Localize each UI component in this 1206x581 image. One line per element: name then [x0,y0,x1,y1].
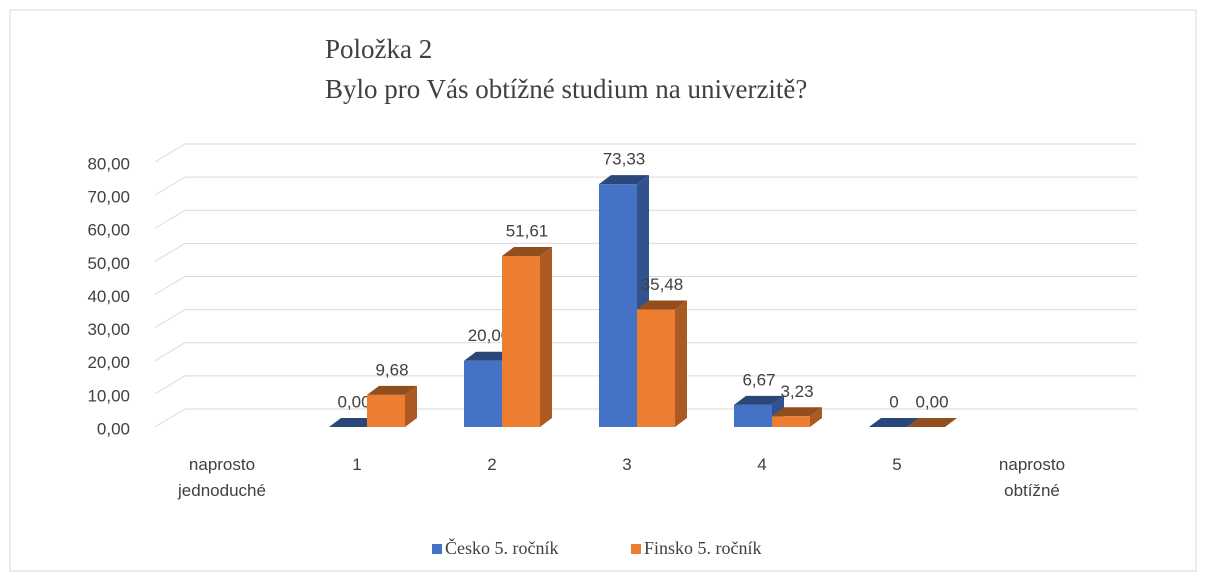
bar-face [329,418,379,427]
y-tick-label: 30,00 [87,320,130,339]
chart-subtitle: Bylo pro Vás obtížné studium na univerzi… [325,74,807,104]
x-tick-label: 3 [622,455,632,474]
grid-line [154,176,1137,196]
data-label: 73,33 [603,150,646,169]
bar-face [502,256,540,427]
data-label: 9,68 [375,360,408,379]
bar-face [675,300,687,427]
bar-face [772,407,822,417]
bar [367,385,417,427]
x-tick-label: 5 [892,455,902,474]
bar [502,247,552,427]
grid-line [154,375,1137,395]
data-label: 0,00 [337,392,370,411]
x-tick-label: naprosto jednoduché [178,455,266,500]
bar-face [502,247,552,257]
bar [869,418,919,427]
x-tick-label: 1 [352,455,362,474]
data-label: 0,00 [915,392,948,411]
x-tick-label: 4 [757,455,767,474]
legend-label: Česko 5. ročník [445,537,558,558]
legend-label: Finsko 5. ročník [644,538,762,558]
bar [907,418,957,427]
grid-line [154,242,1137,262]
bar-face [540,247,552,427]
y-tick-label: 80,00 [87,154,130,173]
bar [772,407,822,427]
data-label: 3,23 [780,382,813,401]
grid-line [154,209,1137,229]
bar-face [907,418,957,427]
bar-face [367,385,417,395]
chart-title: Položka 2 [325,34,432,64]
grid-line [154,342,1137,362]
bar-face [464,351,514,361]
data-label: 6,67 [742,370,775,389]
bar-face [734,404,772,427]
bar-face [734,395,784,405]
x-tick-label: 2 [487,455,497,474]
bar-face [810,407,822,427]
chart-border [9,9,1197,572]
y-tick-label: 60,00 [87,221,130,240]
bar-face [599,175,649,185]
bar-face [367,394,405,427]
y-tick-label: 40,00 [87,287,130,306]
grid-line [154,309,1137,329]
x-tick-label: naprosto obtížné [998,455,1066,500]
data-label: 35,48 [641,275,684,294]
y-tick-label: 10,00 [87,386,130,405]
bar-face [599,184,637,427]
bar-face [869,418,919,427]
data-label: 0 [889,392,898,411]
grid-line [154,276,1137,295]
bar [734,395,784,427]
data-label: 20,00 [468,326,511,345]
bar-face [464,360,502,427]
bar-face [637,300,687,310]
grid-line [154,143,1137,163]
bar [329,418,379,427]
y-tick-label: 70,00 [87,188,130,207]
legend-swatch [432,544,442,554]
bar-face [772,416,810,427]
bar-face [637,309,675,427]
legend-swatch [631,544,641,554]
y-tick-label: 0,00 [97,419,130,438]
y-tick-label: 20,00 [87,353,130,372]
y-tick-label: 50,00 [87,254,130,273]
data-label: 51,61 [506,222,549,241]
bar [637,300,687,427]
bar-face [405,385,417,427]
